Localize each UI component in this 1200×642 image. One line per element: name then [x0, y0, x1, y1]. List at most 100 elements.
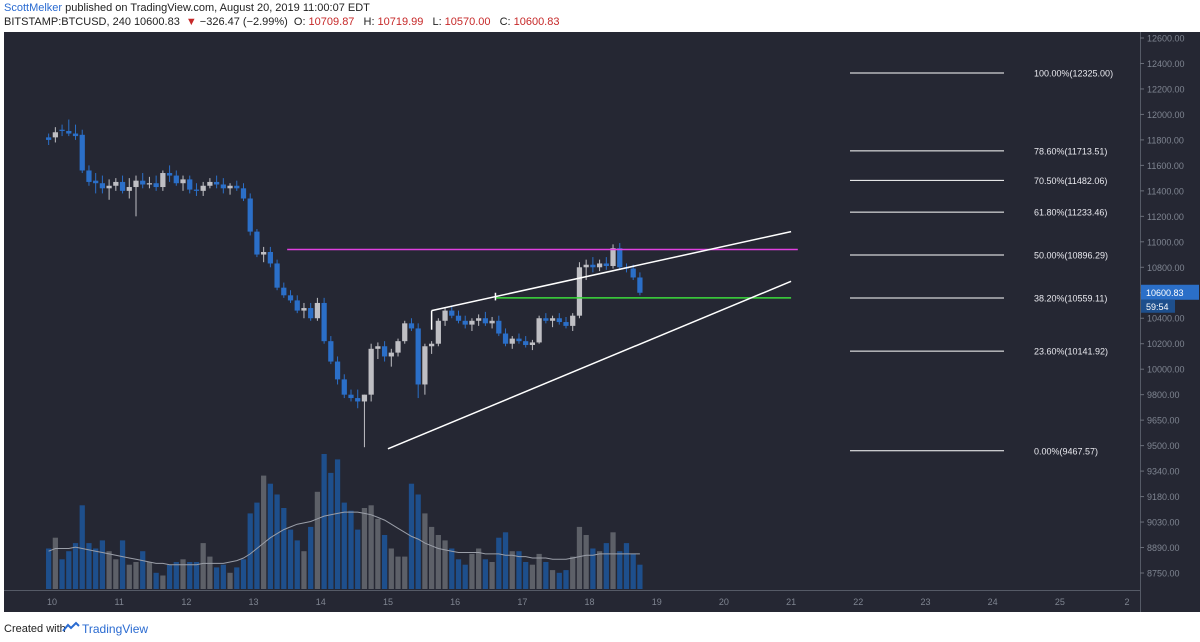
candle-body	[375, 346, 381, 349]
candle-body	[449, 310, 455, 316]
volume-bar	[543, 562, 549, 589]
tradingview-brand[interactable]: TradingView	[82, 622, 149, 636]
plot-background	[4, 32, 1140, 590]
fib-level-label: 78.60%(11713.51)	[1034, 146, 1107, 156]
candle-body	[213, 181, 220, 185]
volume-bar	[368, 505, 374, 589]
chart-area[interactable]: 12600.00 12400.00 12200.00 12000.00 11800.00…	[4, 32, 1200, 612]
candle-body	[106, 185, 112, 189]
candle-body	[516, 338, 522, 342]
x-tick-label: 14	[316, 597, 326, 607]
volume-bar	[442, 540, 448, 589]
x-tick-label: 16	[450, 597, 460, 607]
candle-body	[361, 394, 368, 402]
volume-bar	[281, 508, 287, 589]
high-value: 10719.99	[377, 16, 424, 28]
volume-bar	[489, 562, 495, 589]
volume-bar	[308, 526, 314, 589]
candle-body	[617, 248, 623, 268]
volume-bar	[247, 513, 253, 589]
x-tick-label: 17	[517, 597, 527, 607]
volume-bar	[254, 502, 260, 589]
volume-bar	[455, 559, 462, 589]
x-tick-label: 24	[988, 597, 998, 607]
candle-body	[140, 180, 146, 185]
volume-bar	[395, 556, 401, 589]
time-axis-panel	[4, 590, 1140, 612]
price-chart[interactable]: 12600.00 12400.00 12200.00 12000.00 11800.00…	[4, 32, 1200, 612]
volume-bar	[556, 572, 562, 589]
candle-body	[207, 181, 213, 186]
volume-bar	[93, 548, 99, 589]
y-tick-label: 9500.00	[1147, 441, 1180, 451]
volume-bar	[153, 572, 159, 589]
candle-body	[583, 264, 589, 268]
volume-bar	[603, 543, 609, 589]
candle-body	[119, 181, 126, 191]
x-tick-label: 15	[383, 597, 393, 607]
candle-body	[408, 323, 415, 329]
volume-bar	[536, 553, 542, 589]
fib-level-label: 50.00%(10896.29)	[1034, 251, 1108, 261]
candle-body	[160, 173, 166, 188]
close-label: C:	[499, 16, 511, 28]
volume-bar	[469, 553, 475, 589]
x-tick-label: 10	[47, 597, 57, 607]
candle-body	[220, 184, 226, 189]
candle-body	[442, 310, 448, 321]
candle-body	[193, 189, 200, 191]
chart-header: ScottMelker published on TradingView.com…	[0, 0, 1200, 32]
publish-info: ScottMelker published on TradingView.com…	[4, 2, 370, 14]
high-label: H:	[363, 16, 375, 28]
y-tick-label: 9800.00	[1147, 390, 1180, 400]
candle-body	[46, 137, 52, 140]
candle-body	[301, 308, 307, 311]
candle-body	[549, 318, 556, 321]
candle-body	[146, 183, 153, 185]
candle-body	[435, 320, 441, 344]
candle-body	[462, 320, 468, 325]
candle-body	[72, 133, 79, 137]
x-tick-label: 21	[786, 597, 796, 607]
candle-body	[59, 129, 65, 131]
footer: Created with TradingView	[0, 612, 1200, 642]
volume-bar	[52, 537, 58, 589]
candle-body	[274, 263, 280, 288]
candle-body	[52, 132, 58, 138]
y-tick-label: 12600.00	[1147, 34, 1185, 44]
candle-body	[153, 183, 159, 188]
volume-bar	[549, 570, 556, 589]
volume-bar	[213, 567, 220, 589]
close-value: 10600.83	[513, 16, 560, 28]
y-tick-label: 9180.00	[1147, 492, 1180, 502]
candle-body	[99, 183, 106, 189]
candle-body	[126, 187, 132, 191]
volume-bar	[596, 551, 603, 589]
candle-body	[133, 180, 139, 188]
candle-body	[267, 252, 273, 264]
author-link[interactable]: ScottMelker	[4, 2, 63, 14]
volume-bar	[140, 551, 146, 589]
y-tick-label: 12000.00	[1147, 110, 1185, 120]
candle-body	[173, 175, 179, 184]
volume-bar	[516, 551, 522, 589]
volume-bar	[334, 459, 341, 589]
x-tick-label: 22	[853, 597, 863, 607]
candle-body	[556, 318, 562, 323]
volume-bar	[193, 562, 200, 589]
volume-bar	[119, 540, 126, 589]
volume-bar	[462, 564, 468, 589]
volume-ma-line	[48, 511, 640, 566]
y-tick-label: 8750.00	[1147, 569, 1180, 579]
volume-bar	[415, 494, 421, 589]
candle-body	[543, 318, 549, 321]
y-tick-label: 11600.00	[1147, 161, 1184, 171]
volume-bar	[314, 491, 321, 589]
volume-bar	[59, 559, 65, 589]
volume-bar	[287, 529, 294, 589]
candle-body	[610, 248, 616, 267]
volume-bar	[402, 556, 408, 589]
candle-body	[388, 352, 394, 357]
x-tick-label: 11	[115, 597, 124, 607]
volume-bar	[180, 559, 186, 589]
